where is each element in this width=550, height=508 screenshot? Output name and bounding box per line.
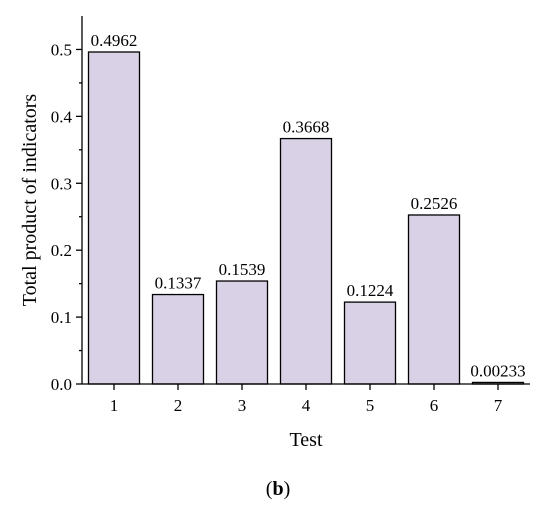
bar-6 bbox=[407, 214, 461, 385]
data-label-5: 0.1224 bbox=[347, 281, 394, 300]
data-label-4: 0.3668 bbox=[283, 118, 330, 137]
y-tick-label-5: 0.5 bbox=[51, 40, 72, 59]
panel-label-letter: b bbox=[272, 478, 283, 500]
x-tick-label-6: 6 bbox=[430, 396, 439, 415]
x-axis-title: Test bbox=[289, 429, 322, 451]
data-label-6: 0.2526 bbox=[411, 194, 458, 213]
x-tick-label-1: 1 bbox=[110, 396, 119, 415]
y-axis-title: Total product of indicators bbox=[19, 94, 41, 307]
data-label-2: 0.1337 bbox=[155, 274, 202, 293]
panel-label: (b) bbox=[266, 478, 290, 500]
data-label-7: 0.00233 bbox=[470, 361, 525, 380]
bar-3 bbox=[215, 280, 269, 385]
panel-label-open: ( bbox=[266, 478, 273, 500]
y-tick-label-2: 0.2 bbox=[51, 241, 72, 260]
x-tick-label-4: 4 bbox=[302, 396, 311, 415]
bar-5 bbox=[343, 301, 397, 385]
x-tick-label-5: 5 bbox=[366, 396, 375, 415]
bar-2 bbox=[151, 293, 205, 385]
x-tick-label-2: 2 bbox=[174, 396, 183, 415]
bar-1 bbox=[87, 51, 141, 385]
bars-group bbox=[87, 51, 525, 385]
y-tick-label-0: 0.0 bbox=[51, 375, 72, 394]
x-ticks-group: 1 2 3 4 5 6 7 bbox=[110, 384, 503, 415]
x-tick-label-7: 7 bbox=[494, 396, 503, 415]
bar-labels-group: 0.4962 0.1337 0.1539 0.3668 0.1224 0.2526 0.00… bbox=[91, 31, 526, 380]
data-label-1: 0.4962 bbox=[91, 31, 138, 50]
y-ticks-group: 0.0 0.1 0.2 0.3 0.4 0.5 bbox=[51, 40, 82, 394]
y-tick-label-1: 0.1 bbox=[51, 308, 72, 327]
y-tick-label-4: 0.4 bbox=[51, 107, 73, 126]
x-tick-label-3: 3 bbox=[238, 396, 247, 415]
y-tick-label-3: 0.3 bbox=[51, 174, 72, 193]
data-label-3: 0.1539 bbox=[219, 260, 266, 279]
bar-4 bbox=[279, 137, 333, 385]
panel-label-close: ) bbox=[284, 478, 291, 500]
